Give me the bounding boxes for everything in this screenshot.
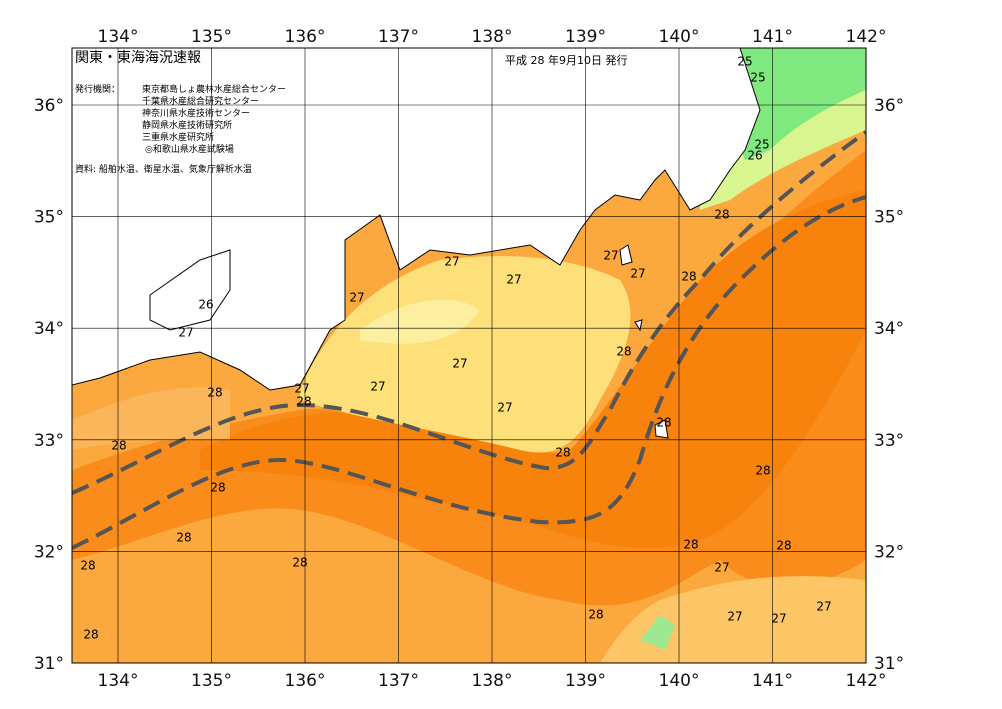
contour-label: 28 bbox=[292, 556, 307, 570]
lon-label-top: 138° bbox=[472, 27, 513, 47]
lon-label-top: 135° bbox=[191, 27, 232, 47]
contour-label: 28 bbox=[588, 608, 603, 622]
lat-label-left: 31° bbox=[34, 654, 64, 674]
lon-label-top: 137° bbox=[378, 27, 419, 47]
contour-label: 27 bbox=[444, 255, 459, 269]
lon-label-top: 140° bbox=[659, 27, 700, 47]
contour-label: 27 bbox=[506, 273, 521, 287]
lat-label-right: 34° bbox=[874, 319, 904, 339]
map-area bbox=[72, 48, 866, 663]
lon-label-bottom: 135° bbox=[191, 671, 232, 691]
contour-label: 27 bbox=[816, 600, 831, 614]
contour-label: 25 bbox=[737, 55, 752, 69]
lon-label-top: 134° bbox=[98, 27, 139, 47]
lon-label-bottom: 138° bbox=[472, 671, 513, 691]
grid bbox=[72, 48, 866, 663]
contour-label: 27 bbox=[370, 380, 385, 394]
light-orange bbox=[72, 387, 230, 450]
lat-label-right: 35° bbox=[874, 208, 904, 228]
contour-label: 26 bbox=[747, 149, 762, 163]
contour-label: 26 bbox=[198, 298, 213, 312]
lon-label-bottom: 134° bbox=[98, 671, 139, 691]
issued-date: 平成 28 年9月10日 発行 bbox=[505, 53, 627, 67]
contour-label: 27 bbox=[497, 401, 512, 415]
contour-label: 27 bbox=[349, 291, 364, 305]
lon-label-bottom: 139° bbox=[565, 671, 606, 691]
contour-label: 28 bbox=[176, 531, 191, 545]
contour-label: 28 bbox=[111, 439, 126, 453]
lon-label-top: 141° bbox=[752, 27, 793, 47]
lon-label-top: 142° bbox=[846, 27, 887, 47]
contour-label: 28 bbox=[555, 446, 570, 460]
lon-label-top: 136° bbox=[285, 27, 326, 47]
green-patch bbox=[640, 615, 675, 650]
contour-label: 27 bbox=[727, 610, 742, 624]
lat-label-left: 35° bbox=[34, 208, 64, 228]
contour-label: 28 bbox=[656, 416, 671, 430]
contour-label: 27 bbox=[452, 357, 467, 371]
contour-label: 28 bbox=[207, 386, 222, 400]
labels: 東京都島しょ農林水産総合センター千葉県水産総合研究センター神奈川県水産技術センタ… bbox=[34, 27, 904, 691]
yellow-zone bbox=[300, 256, 631, 453]
lat-label-left: 33° bbox=[34, 431, 64, 451]
lon-label-bottom: 142° bbox=[846, 671, 887, 691]
small-islands bbox=[619, 244, 669, 439]
core-band bbox=[200, 190, 866, 549]
contour-label: 28 bbox=[616, 345, 631, 359]
lon-label-bottom: 137° bbox=[378, 671, 419, 691]
contour-label: 27 bbox=[294, 382, 309, 396]
issuers-label: 発行機関： bbox=[75, 83, 120, 95]
pale-zone bbox=[360, 299, 480, 344]
contour-label: 28 bbox=[683, 538, 698, 552]
issuer-name: ◎和歌山県水産試験場 bbox=[145, 143, 234, 155]
contour-label: 25 bbox=[750, 71, 765, 85]
contour-label: 28 bbox=[83, 628, 98, 642]
contour-label: 27 bbox=[630, 267, 645, 281]
contour-label: 28 bbox=[776, 539, 791, 553]
island bbox=[149, 249, 231, 331]
lat-label-right: 31° bbox=[874, 654, 904, 674]
contour-label: 27 bbox=[603, 249, 618, 263]
contour-label: 28 bbox=[80, 559, 95, 573]
current-axis-south bbox=[72, 195, 866, 550]
issuer-name: 千葉県水産総合研究センター bbox=[142, 95, 259, 107]
contour-label: 28 bbox=[755, 464, 770, 478]
contour-label: 28 bbox=[681, 270, 696, 284]
lat-label-left: 32° bbox=[34, 542, 64, 562]
issuer-name: 神奈川県水産技術センター bbox=[142, 107, 250, 119]
lon-label-bottom: 141° bbox=[752, 671, 793, 691]
green-zone bbox=[730, 48, 866, 160]
contour-label: 25 bbox=[754, 138, 769, 152]
contour-label: 27 bbox=[714, 561, 729, 575]
issuer-name: 静岡県水産技術研究所 bbox=[142, 119, 232, 131]
current-axis-north bbox=[72, 130, 866, 495]
contour-label: 28 bbox=[210, 481, 225, 495]
lon-label-bottom: 140° bbox=[659, 671, 700, 691]
lat-label-right: 36° bbox=[874, 96, 904, 116]
source: 資料: 船舶水温、衛星水温、気象庁解析水温 bbox=[75, 163, 252, 175]
title: 関東・東海海況速報 bbox=[75, 50, 201, 66]
contour-label: 27 bbox=[178, 326, 193, 340]
issuer-name: 三重県水産研究所 bbox=[142, 131, 214, 143]
lat-label-left: 36° bbox=[34, 96, 64, 116]
contour-label: 27 bbox=[771, 612, 786, 626]
contour-label: 28 bbox=[296, 395, 311, 409]
lat-label-right: 32° bbox=[874, 542, 904, 562]
frame bbox=[71, 47, 867, 664]
issuer-name: 東京都島しょ農林水産総合センター bbox=[142, 83, 286, 95]
contour-label: 28 bbox=[714, 208, 729, 222]
lat-label-left: 34° bbox=[34, 319, 64, 339]
lon-label-top: 139° bbox=[565, 27, 606, 47]
lon-label-bottom: 136° bbox=[285, 671, 326, 691]
lat-label-right: 33° bbox=[874, 431, 904, 451]
land bbox=[72, 48, 761, 391]
